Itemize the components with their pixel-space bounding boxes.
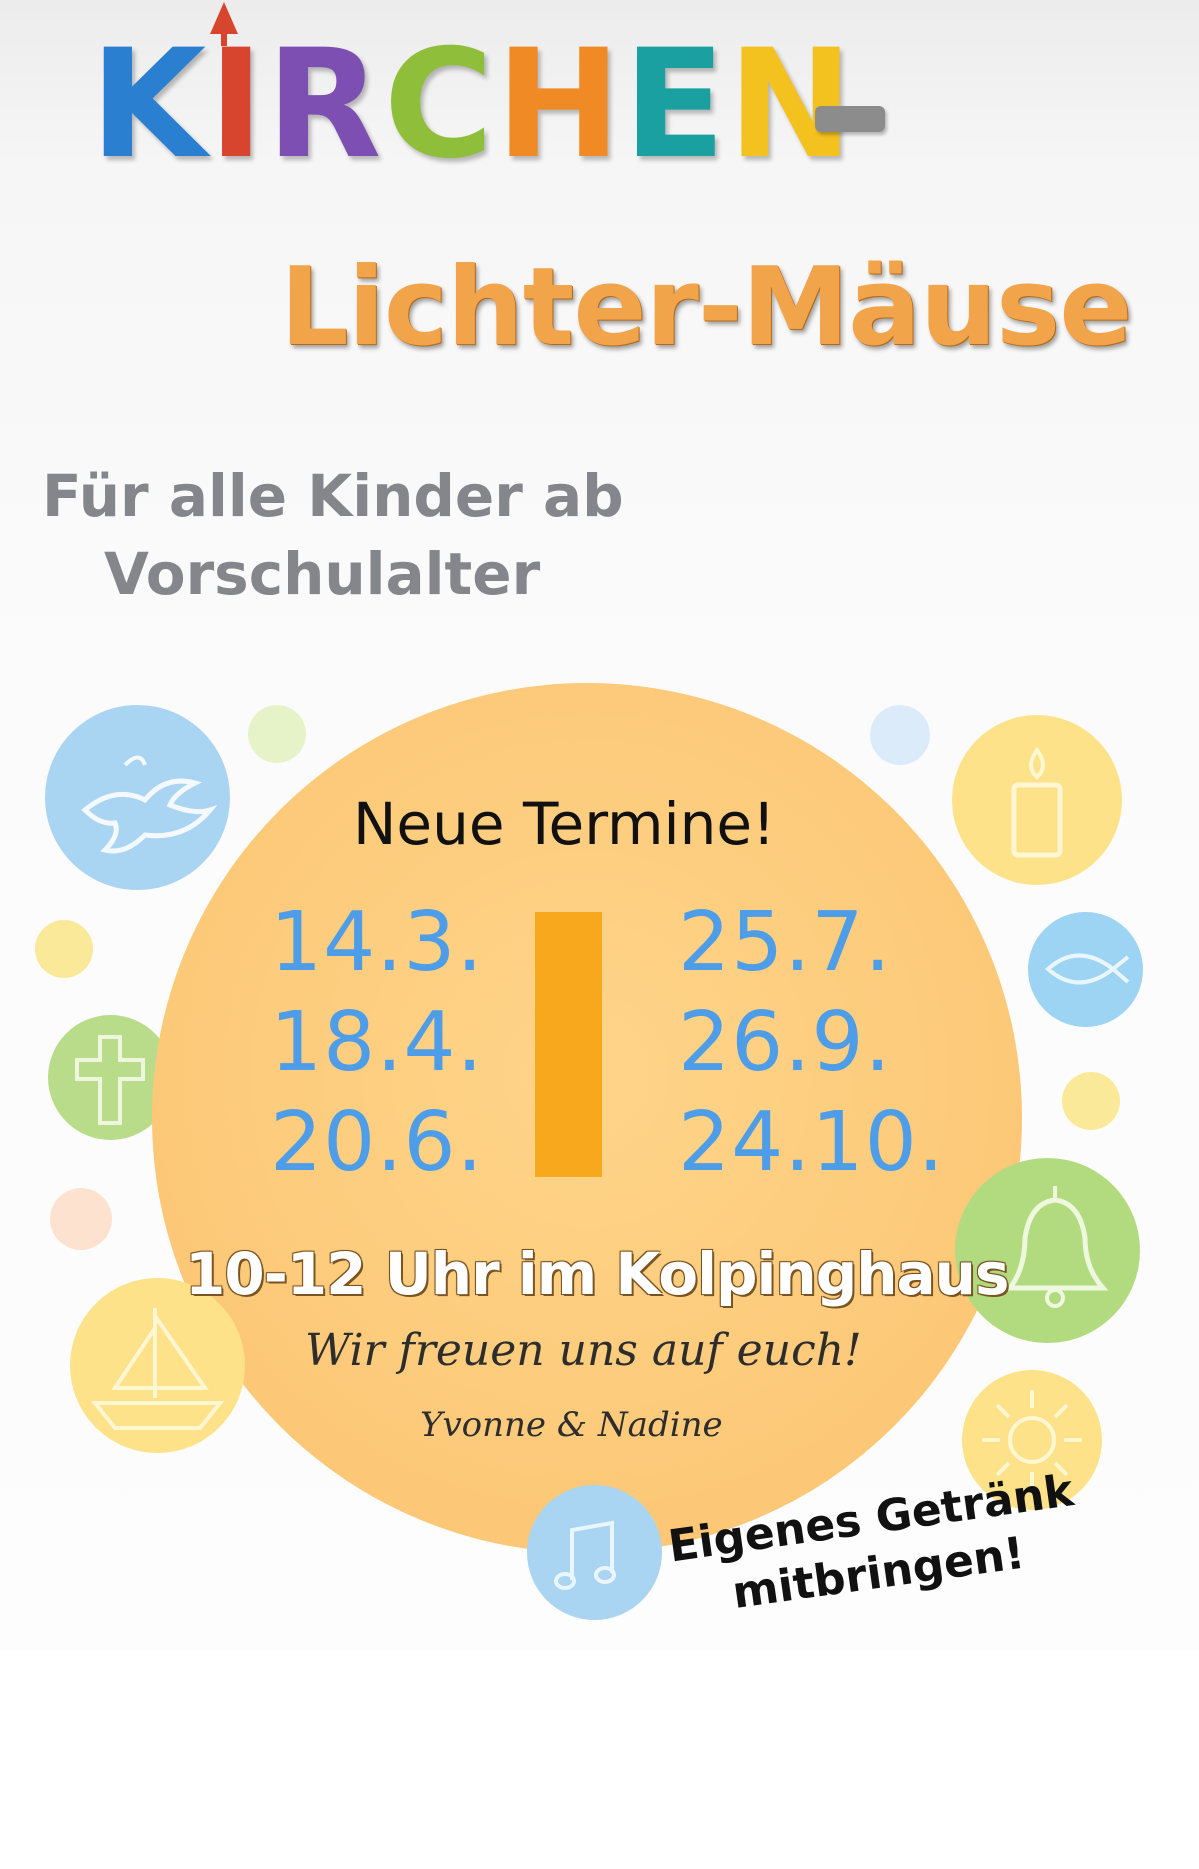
sun-circle: [962, 1370, 1102, 1510]
schedule-heading: Neue Termine!: [353, 790, 776, 858]
audience-line-2: Vorschulalter: [104, 540, 541, 608]
date-right-3: 24.10.: [678, 1095, 945, 1190]
title-letter: E: [623, 18, 728, 192]
dove-circle: [45, 705, 230, 890]
dove-icon: [81, 755, 218, 854]
sun-icon: [982, 1390, 1082, 1490]
deco-dot: [35, 920, 93, 978]
date-left-1: 14.3.: [270, 895, 484, 990]
hosts: Yvonne & Nadine: [420, 1405, 723, 1445]
greeting: Wir freuen uns auf euch!: [305, 1325, 862, 1376]
deco-dot: [248, 705, 306, 763]
time-place: 10-12 Uhr im Kolpinghaus: [185, 1240, 1009, 1308]
bell-icon: [1005, 1186, 1109, 1308]
deco-dot: [870, 705, 930, 765]
steeple-icon: [210, 2, 238, 46]
date-left-3: 20.6.: [270, 1095, 484, 1190]
title-letter: I: [208, 18, 267, 192]
music-notes-icon: [554, 1520, 616, 1590]
title-dash: [815, 106, 885, 132]
title-kirchen: K I R C H E N: [90, 30, 855, 180]
deco-dot: [50, 1188, 112, 1250]
boat-circle: [70, 1278, 245, 1453]
date-right-1: 25.7.: [678, 895, 892, 990]
cross-circle: [48, 1015, 173, 1140]
title-letter: C: [383, 18, 496, 192]
music-circle: [527, 1485, 662, 1620]
title-letter: R: [266, 18, 384, 192]
title-letter: K: [90, 18, 209, 192]
date-divider-bar: [535, 912, 602, 1177]
fish-circle: [1028, 912, 1143, 1027]
audience-line-1: Für alle Kinder ab: [42, 462, 624, 530]
subtitle-lichter-maeuse: Lichter-Mäuse: [280, 245, 1132, 370]
boat-icon: [90, 1308, 225, 1430]
cross-icon: [75, 1035, 145, 1125]
deco-dot: [1062, 1072, 1120, 1130]
candle-icon: [1011, 746, 1063, 858]
bell-circle: [955, 1158, 1140, 1343]
candle-circle: [952, 715, 1122, 885]
date-right-2: 26.9.: [678, 995, 892, 1090]
title-letter: H: [495, 18, 624, 192]
title-letter: N: [727, 18, 856, 192]
fish-icon: [1045, 953, 1130, 985]
date-left-2: 18.4.: [270, 995, 484, 1090]
poster: K I R C H E N Lichter-Mäuse Für alle Kin…: [0, 0, 1199, 1650]
